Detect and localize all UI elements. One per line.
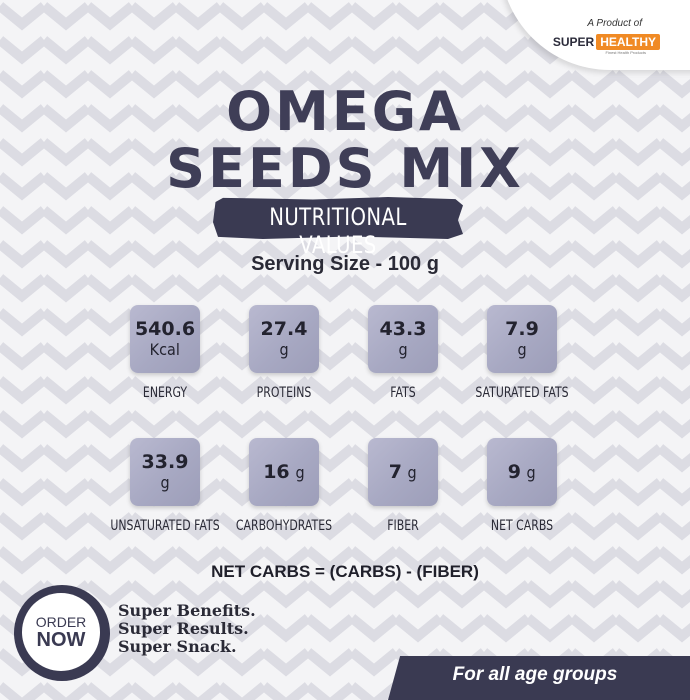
nutrient-value: 43.3 <box>379 318 427 340</box>
age-group-text: For all age groups <box>452 664 618 685</box>
brand-tagline: Finest Health Products <box>605 50 646 55</box>
nutrient-tile: 7.9 g <box>487 305 557 373</box>
nutrient-label: SATURATED FATS <box>475 385 569 401</box>
nutrient-value: 27.4 <box>260 318 308 340</box>
nutritional-banner-brush <box>213 197 463 239</box>
nutrient-label: UNSATURATED FATS <box>110 518 220 534</box>
nutrient-unit: Kcal <box>149 340 181 359</box>
nutrient-value: 16 <box>263 461 290 483</box>
nutrient-unit: g <box>398 340 408 359</box>
tagline-item: Super Snack. <box>118 637 237 656</box>
nutrient-tile: 540.6 Kcal <box>130 305 200 373</box>
nutrient-carbohydrates: 16 g CARBOHYDRATES <box>209 438 359 534</box>
nutrient-net-carbs: 9 g NET CARBS <box>447 438 597 534</box>
nutrient-tile: 33.9 g <box>130 438 200 506</box>
nutrient-unit: g <box>517 340 527 359</box>
nutritional-banner-text: NUTRITIONAL VALUES <box>269 203 407 259</box>
brand-name-super: SUPER <box>552 35 595 49</box>
nutrient-tile: 7 g <box>368 438 438 506</box>
nutrient-unit: g <box>295 463 305 482</box>
nutrient-saturated-fats: 7.9 g SATURATED FATS <box>447 305 597 401</box>
nutrient-label: FATS <box>390 385 416 401</box>
nutrient-energy: 540.6 Kcal ENERGY <box>90 305 240 401</box>
nutrient-fiber: 7 g FIBER <box>328 438 478 534</box>
order-now-label-top: ORDER <box>35 614 87 630</box>
nutrient-fats: 43.3 g FATS <box>328 305 478 401</box>
nutrient-label: PROTEINS <box>256 385 312 401</box>
nutrient-value: 9 <box>507 461 522 483</box>
nutrient-value: 7 <box>388 461 403 483</box>
nutrient-unsaturated-fats: 33.9 g UNSATURATED FATS <box>90 438 240 534</box>
nutrient-value: 33.9 <box>141 451 189 473</box>
nutrient-unit: g <box>526 463 536 482</box>
nutrient-tile: 9 g <box>487 438 557 506</box>
nutrient-label: NET CARBS <box>490 518 554 534</box>
brand-logo: SUPER HEALTHY <box>553 34 660 50</box>
brand-prefix: A Product of <box>587 18 642 29</box>
order-now-button[interactable]: ORDER NOW <box>22 593 100 671</box>
net-carbs-formula: NET CARBS = (CARBS) - (FIBER) <box>211 562 479 581</box>
serving-size: Serving Size - 100 g <box>251 253 439 275</box>
nutrient-label: ENERGY <box>142 385 188 401</box>
nutrient-label: FIBER <box>387 518 419 534</box>
tagline-item: Super Results. <box>118 619 249 638</box>
product-title-line2: SEEDS MIX <box>166 137 524 200</box>
product-title-line1: OMEGA <box>226 80 464 143</box>
age-group-banner <box>388 656 690 700</box>
nutrient-proteins: 27.4 g PROTEINS <box>209 305 359 401</box>
nutrient-tile: 27.4 g <box>249 305 319 373</box>
nutrient-unit: g <box>160 473 170 492</box>
tagline-list: Super Benefits. Super Results. Super Sna… <box>118 602 256 656</box>
nutrient-unit: g <box>407 463 417 482</box>
brand-name-healthy: HEALTHY <box>596 34 660 50</box>
nutrient-tile: 43.3 g <box>368 305 438 373</box>
tagline-item: Super Benefits. <box>118 601 256 620</box>
order-now-label-bottom: NOW <box>36 629 86 651</box>
nutrient-value: 7.9 <box>505 318 539 340</box>
nutrient-tile: 16 g <box>249 438 319 506</box>
nutrient-label: CARBOHYDRATES <box>235 518 333 534</box>
nutrient-value: 540.6 <box>134 318 196 340</box>
nutrient-unit: g <box>279 340 289 359</box>
